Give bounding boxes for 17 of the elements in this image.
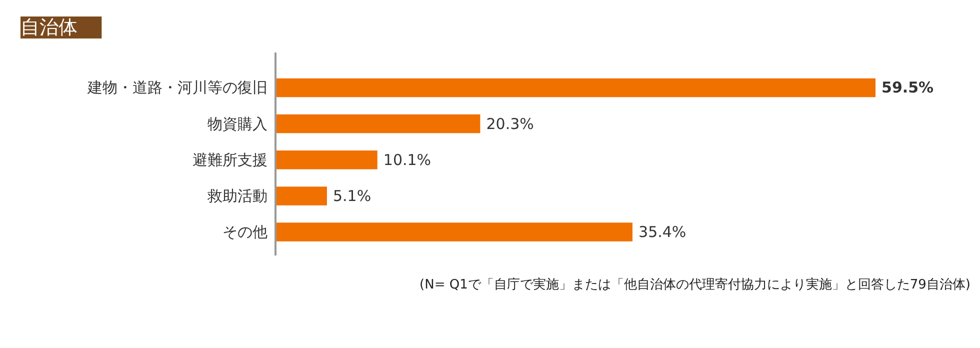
text: (N= Q1で「自庁で実施」または「他自治体の代理寄付協力により実施」と回答した79自治体) (420, 276, 971, 292)
y-tick-label: 物資購入 (207, 114, 268, 133)
y-tick-label: 建物・道路・河川等の復旧 (86, 78, 268, 97)
bar (276, 186, 327, 206)
bar (276, 78, 876, 98)
data-label: 5.1% (332, 186, 372, 205)
data-label: 35.4% (638, 223, 686, 242)
y-tick-label: その他 (222, 223, 268, 242)
bar (276, 114, 480, 134)
data-label: 59.5% (882, 78, 934, 97)
text: 自治体 (20, 16, 78, 38)
data-label: 20.3% (486, 114, 534, 133)
y-tick-label: 救助活動 (206, 186, 268, 205)
y-tick-label: 避難所支援 (192, 150, 268, 169)
bar (276, 150, 378, 170)
bar (276, 222, 632, 242)
data-label: 10.1% (383, 150, 432, 169)
